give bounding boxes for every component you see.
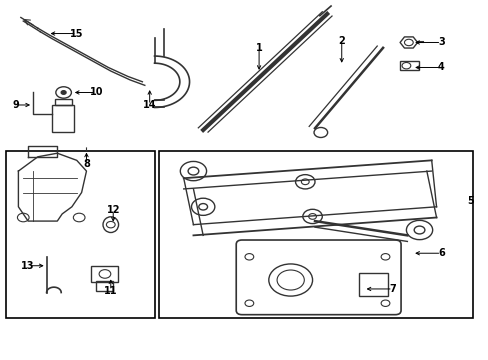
Text: 12: 12 — [106, 205, 120, 215]
Bar — [159, 152, 472, 318]
Bar — [52, 105, 74, 132]
Bar — [55, 99, 72, 105]
Text: 8: 8 — [83, 159, 90, 169]
Bar — [96, 281, 113, 291]
Text: 7: 7 — [388, 284, 395, 294]
Text: 14: 14 — [142, 100, 156, 110]
Text: 3: 3 — [437, 37, 444, 48]
Text: 5: 5 — [466, 197, 473, 206]
Bar — [358, 273, 387, 296]
Bar — [91, 266, 118, 282]
Text: 13: 13 — [21, 261, 35, 271]
Text: 9: 9 — [13, 100, 20, 110]
Bar — [6, 152, 154, 318]
Bar — [399, 62, 418, 70]
Text: 15: 15 — [70, 28, 83, 39]
Text: 4: 4 — [437, 63, 444, 72]
Text: 2: 2 — [338, 36, 345, 46]
Text: 10: 10 — [89, 87, 103, 98]
Text: 1: 1 — [255, 43, 262, 53]
Text: 11: 11 — [104, 286, 117, 296]
Circle shape — [61, 91, 66, 94]
Text: 6: 6 — [437, 248, 444, 258]
